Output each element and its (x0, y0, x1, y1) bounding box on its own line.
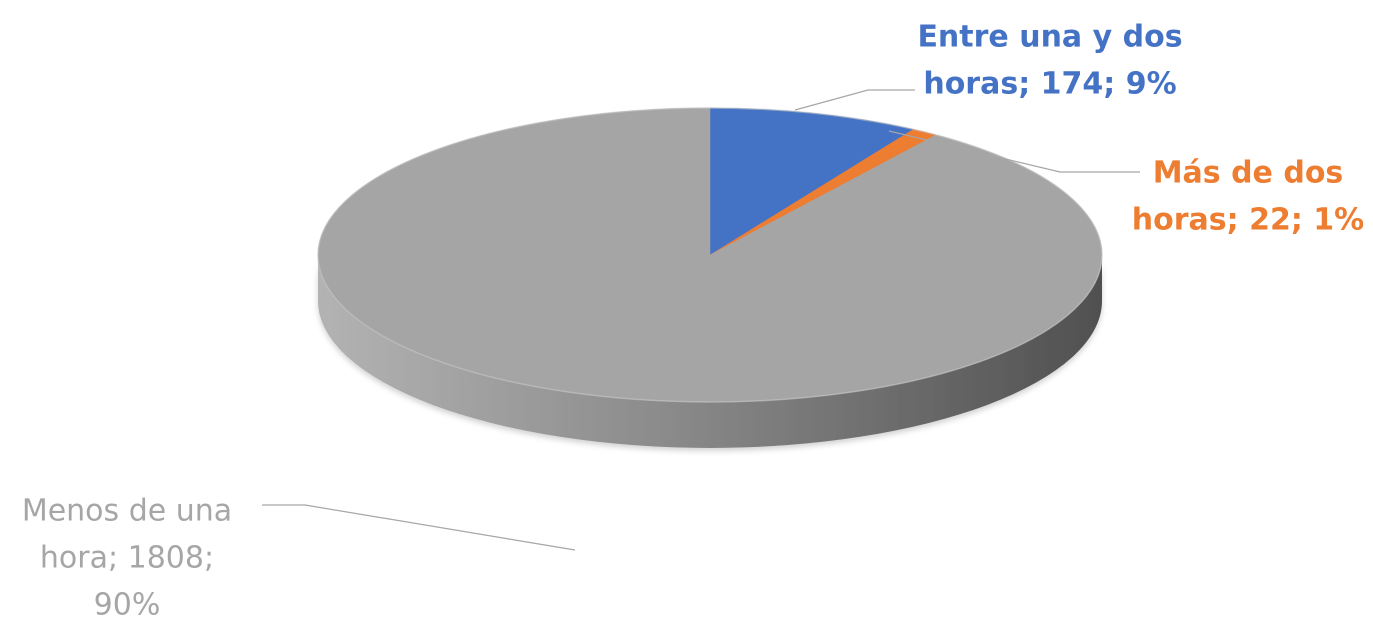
data-label-1-line-0: Más de dos (1153, 156, 1344, 191)
data-label-2-line-1: hora; 1808; (40, 541, 214, 576)
leader-line-2 (262, 504, 576, 551)
leader-line-1 (888, 130, 1140, 173)
data-label-1-line-1: horas; 22; 1% (1132, 203, 1364, 238)
data-label-2-line-0: Menos de una (22, 494, 232, 529)
pie-side-wall (318, 255, 1102, 448)
leader-line-0 (794, 89, 915, 111)
pie-rim (317, 107, 1103, 403)
pie-slice-2 (317, 107, 1103, 403)
data-label-0-line-0: Entre una y dos (917, 20, 1182, 55)
data-label-2-line-2: 90% (94, 588, 161, 619)
data-label-0-line-1: horas; 174; 9% (923, 67, 1176, 102)
